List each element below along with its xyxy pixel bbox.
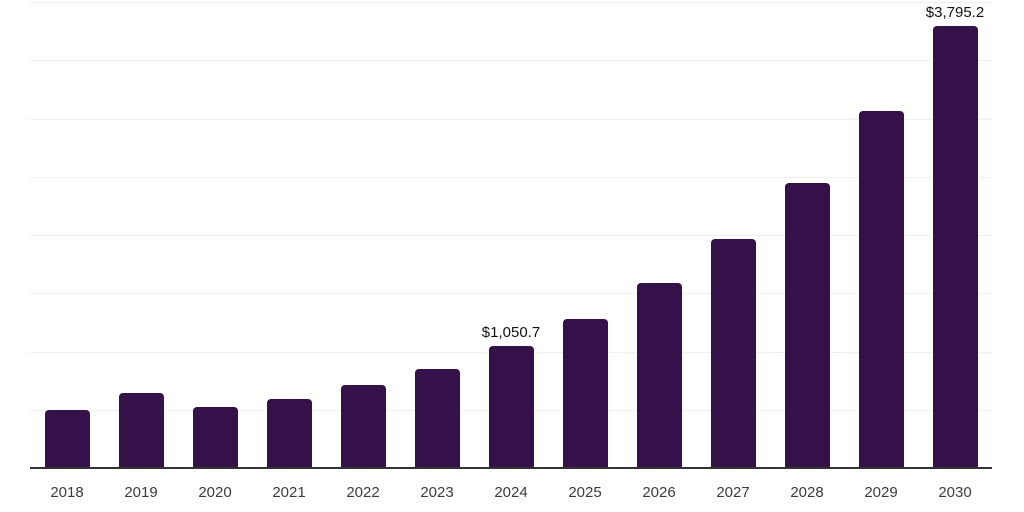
bar-2025	[562, 318, 608, 468]
x-axis-label-2027: 2027	[716, 484, 750, 501]
x-axis-label-2024: 2024	[494, 484, 528, 501]
gridline-2000	[30, 235, 992, 236]
gridline-3000	[30, 118, 992, 120]
x-axis-label-2023: 2023	[420, 484, 454, 501]
bar-2018	[44, 410, 90, 468]
bar-2022	[340, 384, 386, 468]
bar-2020	[192, 407, 238, 468]
x-axis-label-2030: 2030	[938, 484, 972, 501]
bar-2027	[710, 239, 756, 468]
x-axis-label-2028: 2028	[790, 484, 824, 501]
x-axis-line	[30, 467, 992, 469]
bar-2023	[414, 368, 460, 468]
bar-2029	[858, 110, 904, 468]
bar-2030	[932, 25, 978, 468]
x-axis-label-2029: 2029	[864, 484, 898, 501]
gridline-3500	[30, 60, 992, 62]
bar-2028	[784, 183, 830, 468]
bar-2019	[118, 393, 164, 468]
x-axis-label-2026: 2026	[642, 484, 676, 501]
x-axis-label-2022: 2022	[346, 484, 380, 501]
bar-2024	[488, 345, 534, 468]
gridline-4000	[30, 2, 992, 3]
x-axis-label-2018: 2018	[50, 484, 84, 501]
data-label-2030: $3,795.2	[925, 3, 985, 21]
data-label-2024: $1,050.7	[481, 323, 541, 341]
x-axis-label-2025: 2025	[568, 484, 602, 501]
gridline-1500	[30, 293, 992, 295]
bar-2021	[266, 398, 312, 468]
gridline-2500	[30, 176, 992, 178]
x-axis-label-2019: 2019	[124, 484, 158, 501]
bar-2026	[636, 283, 682, 468]
x-axis-label-2020: 2020	[198, 484, 232, 501]
x-axis-label-2021: 2021	[272, 484, 306, 501]
